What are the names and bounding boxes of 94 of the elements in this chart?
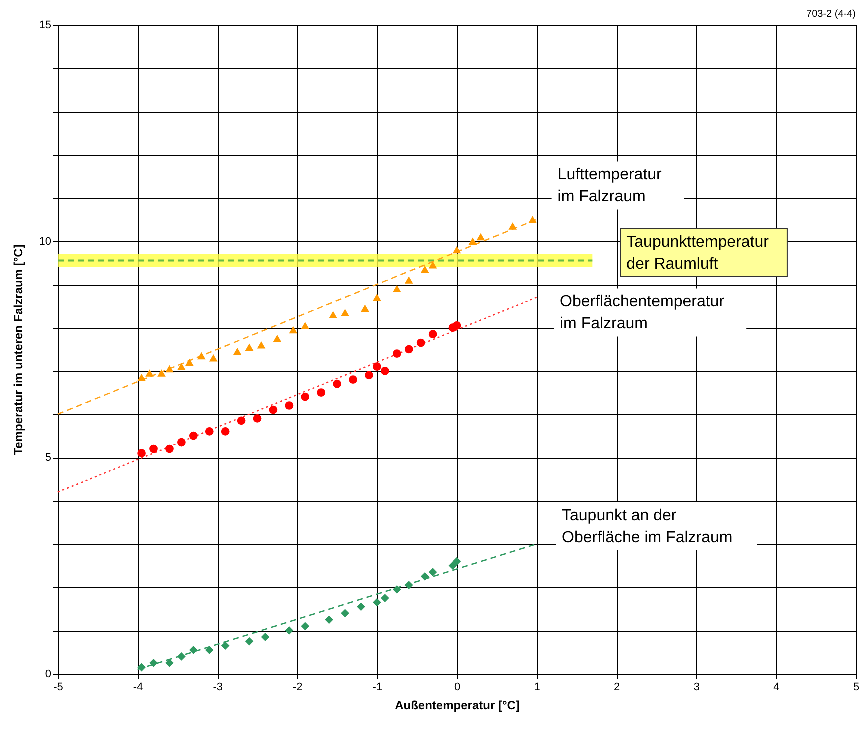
point [373, 362, 382, 371]
point [341, 609, 350, 618]
text: Taupunkt an der Oberfläche im Falzraum [562, 508, 733, 547]
point [221, 642, 230, 650]
point [178, 438, 186, 447]
point [245, 344, 254, 351]
point [158, 370, 166, 377]
point [448, 562, 458, 570]
x-tick-label: 5 [853, 682, 860, 694]
point [365, 371, 374, 380]
point [428, 568, 438, 577]
point [361, 304, 370, 312]
point [317, 388, 326, 397]
point [333, 380, 342, 388]
point [269, 406, 278, 414]
point [146, 370, 154, 377]
point [404, 345, 414, 354]
point [285, 626, 294, 635]
point [221, 428, 230, 436]
x-tick-label: -1 [372, 682, 383, 694]
point [428, 330, 438, 339]
point [178, 363, 186, 370]
point [373, 598, 382, 607]
x-tick-label: 3 [694, 682, 700, 694]
point [138, 449, 146, 458]
y-tick-label: 15 [39, 20, 52, 32]
point [420, 572, 430, 581]
point [197, 352, 206, 360]
point [185, 358, 194, 366]
point [380, 594, 390, 602]
point [178, 652, 186, 661]
y-axis-title: Temperatur im unteren Falzraum [°C] [11, 244, 26, 456]
x-tick-label: 1 [534, 682, 540, 694]
point [416, 338, 426, 348]
point [285, 402, 294, 410]
point [233, 348, 242, 356]
point [150, 659, 158, 668]
text: 703-2 (4-4) [806, 9, 856, 20]
point [166, 365, 174, 373]
point [253, 414, 262, 423]
point [301, 322, 310, 330]
y-tick-label: 0 [45, 668, 52, 680]
point [392, 585, 402, 594]
point [166, 444, 174, 454]
point [329, 311, 338, 319]
point [325, 616, 334, 624]
point [138, 374, 146, 382]
x-tick-label: 4 [774, 682, 780, 694]
point [189, 432, 198, 440]
point [209, 354, 218, 362]
point [261, 633, 270, 642]
x-axis-title: Außentemperatur [°C] [395, 698, 520, 712]
x-tick-label: -5 [54, 682, 64, 694]
x-tick-label: -2 [293, 682, 303, 694]
point [404, 581, 414, 590]
point [468, 238, 478, 245]
point [508, 222, 518, 230]
point [392, 350, 402, 358]
x-tick-label: 2 [614, 682, 620, 694]
text: Taupunkttemperatur der Raumluft [626, 234, 770, 273]
point [189, 646, 198, 654]
point [301, 392, 310, 402]
point [380, 366, 390, 376]
point [349, 376, 358, 384]
point [205, 646, 214, 654]
point [476, 233, 486, 241]
point [205, 428, 214, 436]
point [150, 444, 158, 454]
x-tick-label: -3 [213, 682, 223, 694]
point [273, 335, 282, 342]
point [289, 326, 298, 334]
point [528, 216, 537, 224]
point [452, 322, 462, 330]
point [166, 659, 174, 668]
point [392, 285, 402, 293]
series-label: Lufttemperatur im Falzraum [558, 166, 663, 206]
point [301, 622, 310, 631]
y-tick-label: 10 [39, 236, 52, 248]
point [452, 246, 462, 254]
point [373, 294, 382, 302]
point [257, 342, 266, 349]
point [452, 557, 462, 566]
y-tick-label: 5 [45, 452, 52, 464]
point [341, 309, 350, 316]
point [245, 637, 254, 646]
x-tick-label: -4 [133, 682, 144, 694]
point [404, 276, 414, 284]
point [138, 663, 146, 672]
point [428, 262, 438, 269]
x-tick-label: 0 [454, 682, 461, 694]
point [237, 416, 246, 426]
text: Oberflächentemperatur im Falzraum [560, 294, 726, 333]
point [420, 266, 430, 274]
point [357, 602, 366, 612]
